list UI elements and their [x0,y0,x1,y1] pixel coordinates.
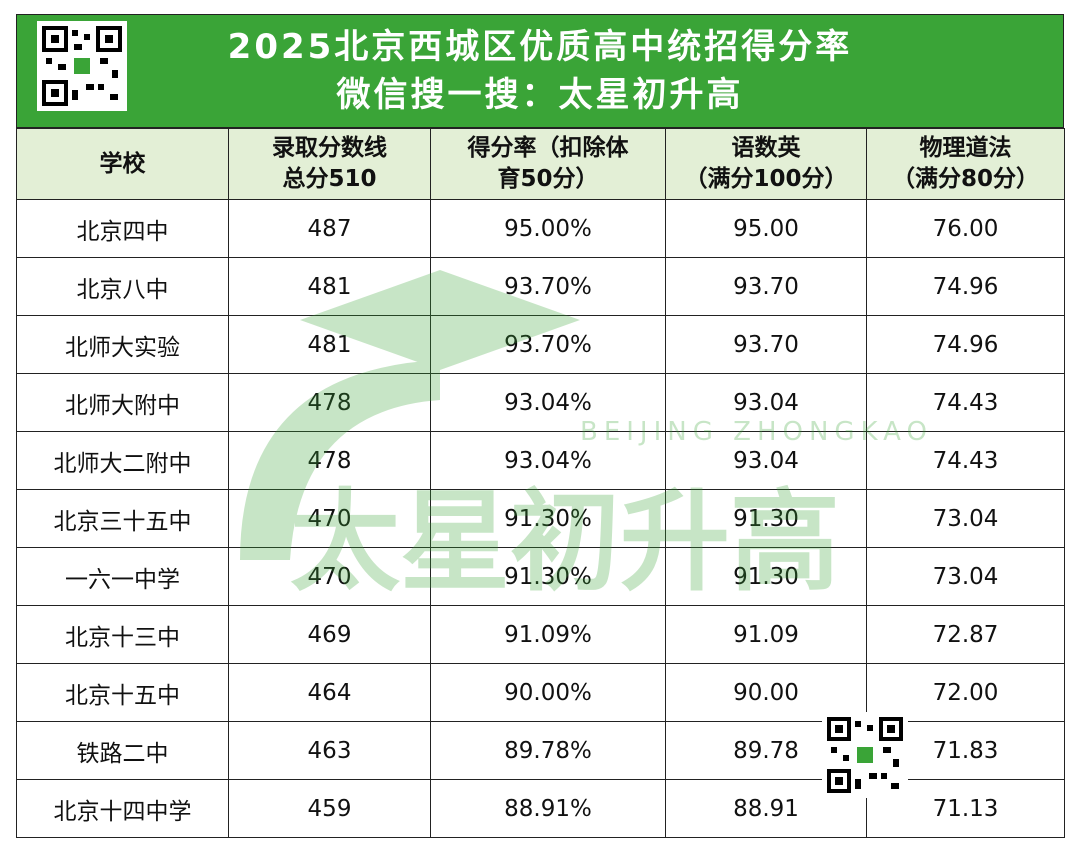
column-header: 学校 [16,128,229,200]
school-cell: 北京十五中 [16,663,229,722]
table-row: 北京四中 487 95.00% 95.00 76.00 [16,199,1065,258]
value-cell: 93.04 [665,431,867,490]
header-row: 学校 录取分数线 总分510 得分率（扣除体 育50分） 语数英 （满分100分） 物理道法（… [16,128,1065,200]
table-row: 北京十五中 464 90.00% 90.00 72.00 [16,663,1065,722]
header-line: 语数英 [731,135,801,161]
value-cell: 470 [228,489,431,548]
value-cell: 91.09 [665,605,867,664]
table-row: 北师大二附中 478 93.04% 93.04 74.43 [16,431,1065,490]
column-header: 语数英 （满分100分） [665,128,867,200]
header-line: 育50分） [497,166,599,192]
header-line: 录取分数线 [272,135,387,161]
school-cell: 北京十四中学 [16,779,229,838]
value-cell: 72.87 [866,605,1065,664]
school-cell: 铁路二中 [16,721,229,780]
value-cell: 93.04% [430,373,666,432]
table-row: 北京十三中 469 91.09% 91.09 72.87 [16,605,1065,664]
value-cell: 88.91% [430,779,666,838]
value-cell: 76.00 [866,199,1065,258]
value-cell: 93.04% [430,431,666,490]
qr-code [822,712,908,798]
value-cell: 73.04 [866,547,1065,606]
table-row: 北京十四中学 459 88.91% 88.91 71.13 [16,779,1065,838]
value-cell: 91.30% [430,489,666,548]
value-cell: 90.00% [430,663,666,722]
title-band: 2025北京西城区优质高中统招得分率 微信搜一搜：太星初升高 [16,14,1064,128]
column-header: 录取分数线总分510 [228,128,431,200]
school-cell: 北京十三中 [16,605,229,664]
school-cell: 一六一中学 [16,547,229,606]
table-row: 北京八中 481 93.70% 93.70 74.96 [16,257,1065,316]
value-cell: 93.70 [665,257,867,316]
school-cell: 北师大实验 [16,315,229,374]
column-header: 得分率（扣除体 育50分） [430,128,666,200]
value-cell: 481 [228,257,431,316]
header-line: 物理道法 [919,135,1012,161]
header-line: 学校 [99,150,146,177]
column-header: 物理道法 （满分80分） [866,128,1065,200]
value-cell: 93.70 [665,315,867,374]
value-cell: 478 [228,373,431,432]
value-cell: 487 [228,199,431,258]
school-cell: 北师大附中 [16,373,229,432]
value-cell: 478 [228,431,431,490]
value-cell: 91.09% [430,605,666,664]
table-body: 北京四中 487 95.00% 95.00 76.00 北京八中 481 93.70% 93.7… [16,199,1065,838]
subtitle: 微信搜一搜：太星初升高 [336,75,744,115]
value-cell: 73.04 [866,489,1065,548]
table-row: 北京三十五中 470 91.30% 91.30 73.04 [16,489,1065,548]
school-cell: 北师大二附中 [16,431,229,490]
table-row: 一六一中学 470 91.30% 91.30 73.04 [16,547,1065,606]
header-line: （满分80分） [891,166,1039,192]
value-cell: 74.43 [866,373,1065,432]
value-cell: 95.00 [665,199,867,258]
value-cell: 74.43 [866,431,1065,490]
school-cell: 北京三十五中 [16,489,229,548]
value-cell: 459 [228,779,431,838]
table-row: 北师大附中 478 93.04% 93.04 74.43 [16,373,1065,432]
value-cell: 91.30% [430,547,666,606]
value-cell: 93.70% [430,257,666,316]
school-cell: 北京四中 [16,199,229,258]
header-line: （满分100分） [684,166,848,192]
qr-code [37,21,127,111]
value-cell: 463 [228,721,431,780]
sheet: 2025北京西城区优质高中统招得分率 微信搜一搜：太星初升高 学校 录取分数线总分… [16,14,1065,838]
header-line: 得分率（扣除体 [467,135,629,161]
score-table: 学校 录取分数线 总分510 得分率（扣除体 育50分） 语数英 （满分100分） 物理道法（… [16,128,1065,838]
title: 2025北京西城区优质高中统招得分率 [227,27,853,67]
value-cell: 464 [228,663,431,722]
value-cell: 93.04 [665,373,867,432]
value-cell: 91.30 [665,489,867,548]
value-cell: 469 [228,605,431,664]
header-line: 总分510 [282,166,377,192]
value-cell: 481 [228,315,431,374]
value-cell: 470 [228,547,431,606]
value-cell: 89.78% [430,721,666,780]
value-cell: 95.00% [430,199,666,258]
table-row: 北师大实验 481 93.70% 93.70 74.96 [16,315,1065,374]
school-cell: 北京八中 [16,257,229,316]
value-cell: 91.30 [665,547,867,606]
value-cell: 93.70% [430,315,666,374]
value-cell: 74.96 [866,315,1065,374]
value-cell: 74.96 [866,257,1065,316]
